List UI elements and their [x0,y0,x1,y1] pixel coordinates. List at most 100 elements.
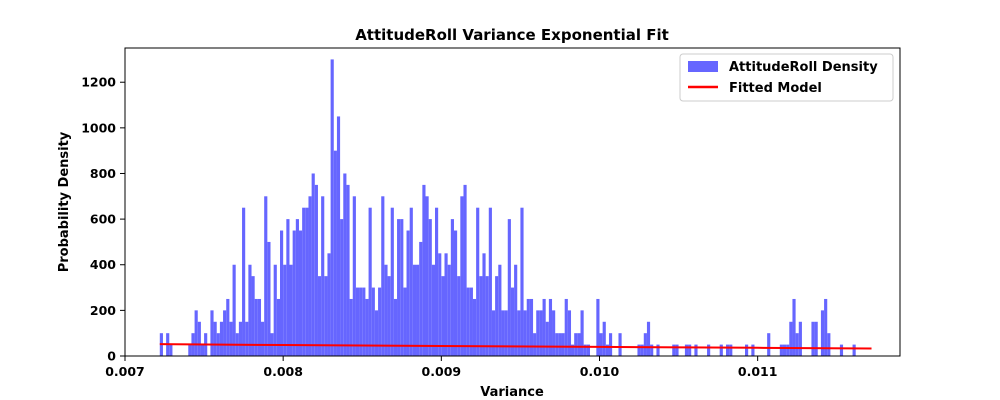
y-tick-label: 800 [90,166,116,181]
y-axis-label: Probability Density [57,131,72,272]
legend-label-fitted-model: Fitted Model [729,81,822,96]
histogram-bar [210,310,214,356]
histogram-bar [273,264,277,356]
histogram-bar [545,321,549,356]
histogram-bar [390,207,394,356]
histogram-bar [608,333,613,356]
histogram-bar [520,207,524,356]
histogram-bar [510,287,515,356]
histogram-bar [751,344,755,356]
histogram-bar [311,173,315,356]
histogram-bar [482,253,486,356]
histogram-bar [378,287,382,356]
histogram-bar [349,298,353,356]
histogram-bar [232,264,236,356]
histogram-bar [393,298,398,356]
y-tick-label: 1200 [81,75,116,90]
histogram-bar [792,298,796,356]
histogram-bar [548,298,553,356]
histogram-bar [444,253,448,356]
histogram-bar [599,333,603,356]
histogram-bar [795,333,799,356]
histogram-bar [397,219,401,356]
fitted-model-line [159,343,872,350]
histogram-bar [384,264,388,356]
histogram-bar [852,344,856,356]
histogram-bar [425,196,429,356]
histogram-bar [567,310,572,356]
histogram-bar [327,253,331,356]
histogram-bar [283,264,287,356]
histogram-bar [466,287,470,356]
histogram-bar [561,333,565,356]
histogram-bar [264,196,268,356]
histogram-bar [324,276,328,356]
histogram-bar [226,298,230,356]
histogram-bar [618,333,622,356]
histogram-bar [643,333,647,356]
histogram-bar [406,230,410,356]
histogram-bar [479,276,483,356]
histogram-bar [371,287,375,356]
histogram-bar [197,321,201,356]
histogram-bar [298,230,303,356]
histogram-bar [416,264,420,356]
histogram-bar [295,219,299,356]
histogram-bar [453,230,458,356]
histogram-bar [286,219,290,356]
histogram-bar [194,310,198,356]
histogram-bar [330,59,334,356]
histogram-bar [340,219,344,356]
histogram-bar [355,287,360,356]
histogram-bar [460,196,464,356]
histogram-bar [504,310,508,356]
histogram-bar [333,150,337,356]
histogram-bar [646,321,651,356]
histogram-bar [684,344,689,356]
histogram-bar [435,207,439,356]
x-tick-label: 0.011 [738,364,778,379]
histogram-bar [577,333,581,356]
histogram-bar [491,310,496,356]
histogram-bar [438,253,442,356]
histogram-bar [368,207,372,356]
histogram-bar [412,264,417,356]
histogram-bar [381,196,385,356]
histogram-bar [726,344,730,356]
histogram-bar [555,333,559,356]
histogram-bar [447,264,451,356]
histogram-bar [431,264,435,356]
histogram-bar [602,321,606,356]
histogram-bar [305,207,309,356]
histogram-bar [558,333,562,356]
histogram-bar [428,219,432,356]
histogram-bar [786,344,790,356]
histogram-bar [352,196,356,356]
fitted-model-layer [159,343,872,350]
histogram-bar [238,321,243,356]
histogram-bar [314,184,318,356]
histogram-bar [400,219,404,356]
histogram-bar [365,298,369,356]
histogram-bar [533,333,537,356]
histogram-bar [707,344,711,356]
histogram-bar [419,241,423,356]
histogram-bar [251,276,255,356]
histogram-bar [640,344,644,356]
histogram-bar [302,207,306,356]
histogram-bar [403,287,407,356]
histogram-bar [539,310,543,356]
histogram-bar [336,116,341,356]
histogram-bar [317,276,322,356]
histogram-bar [767,333,771,356]
legend-swatch-density [688,61,718,72]
y-tick-label: 400 [90,257,116,272]
x-tick-label: 0.007 [105,364,145,379]
histogram-bar [308,196,312,356]
histogram-bar [507,219,511,356]
histogram-bar [824,298,828,356]
histogram-bar [501,310,505,356]
histogram-bar [498,264,502,356]
chart-title: AttitudeRoll Variance Exponential Fit [355,26,669,44]
histogram-bar [362,287,366,356]
